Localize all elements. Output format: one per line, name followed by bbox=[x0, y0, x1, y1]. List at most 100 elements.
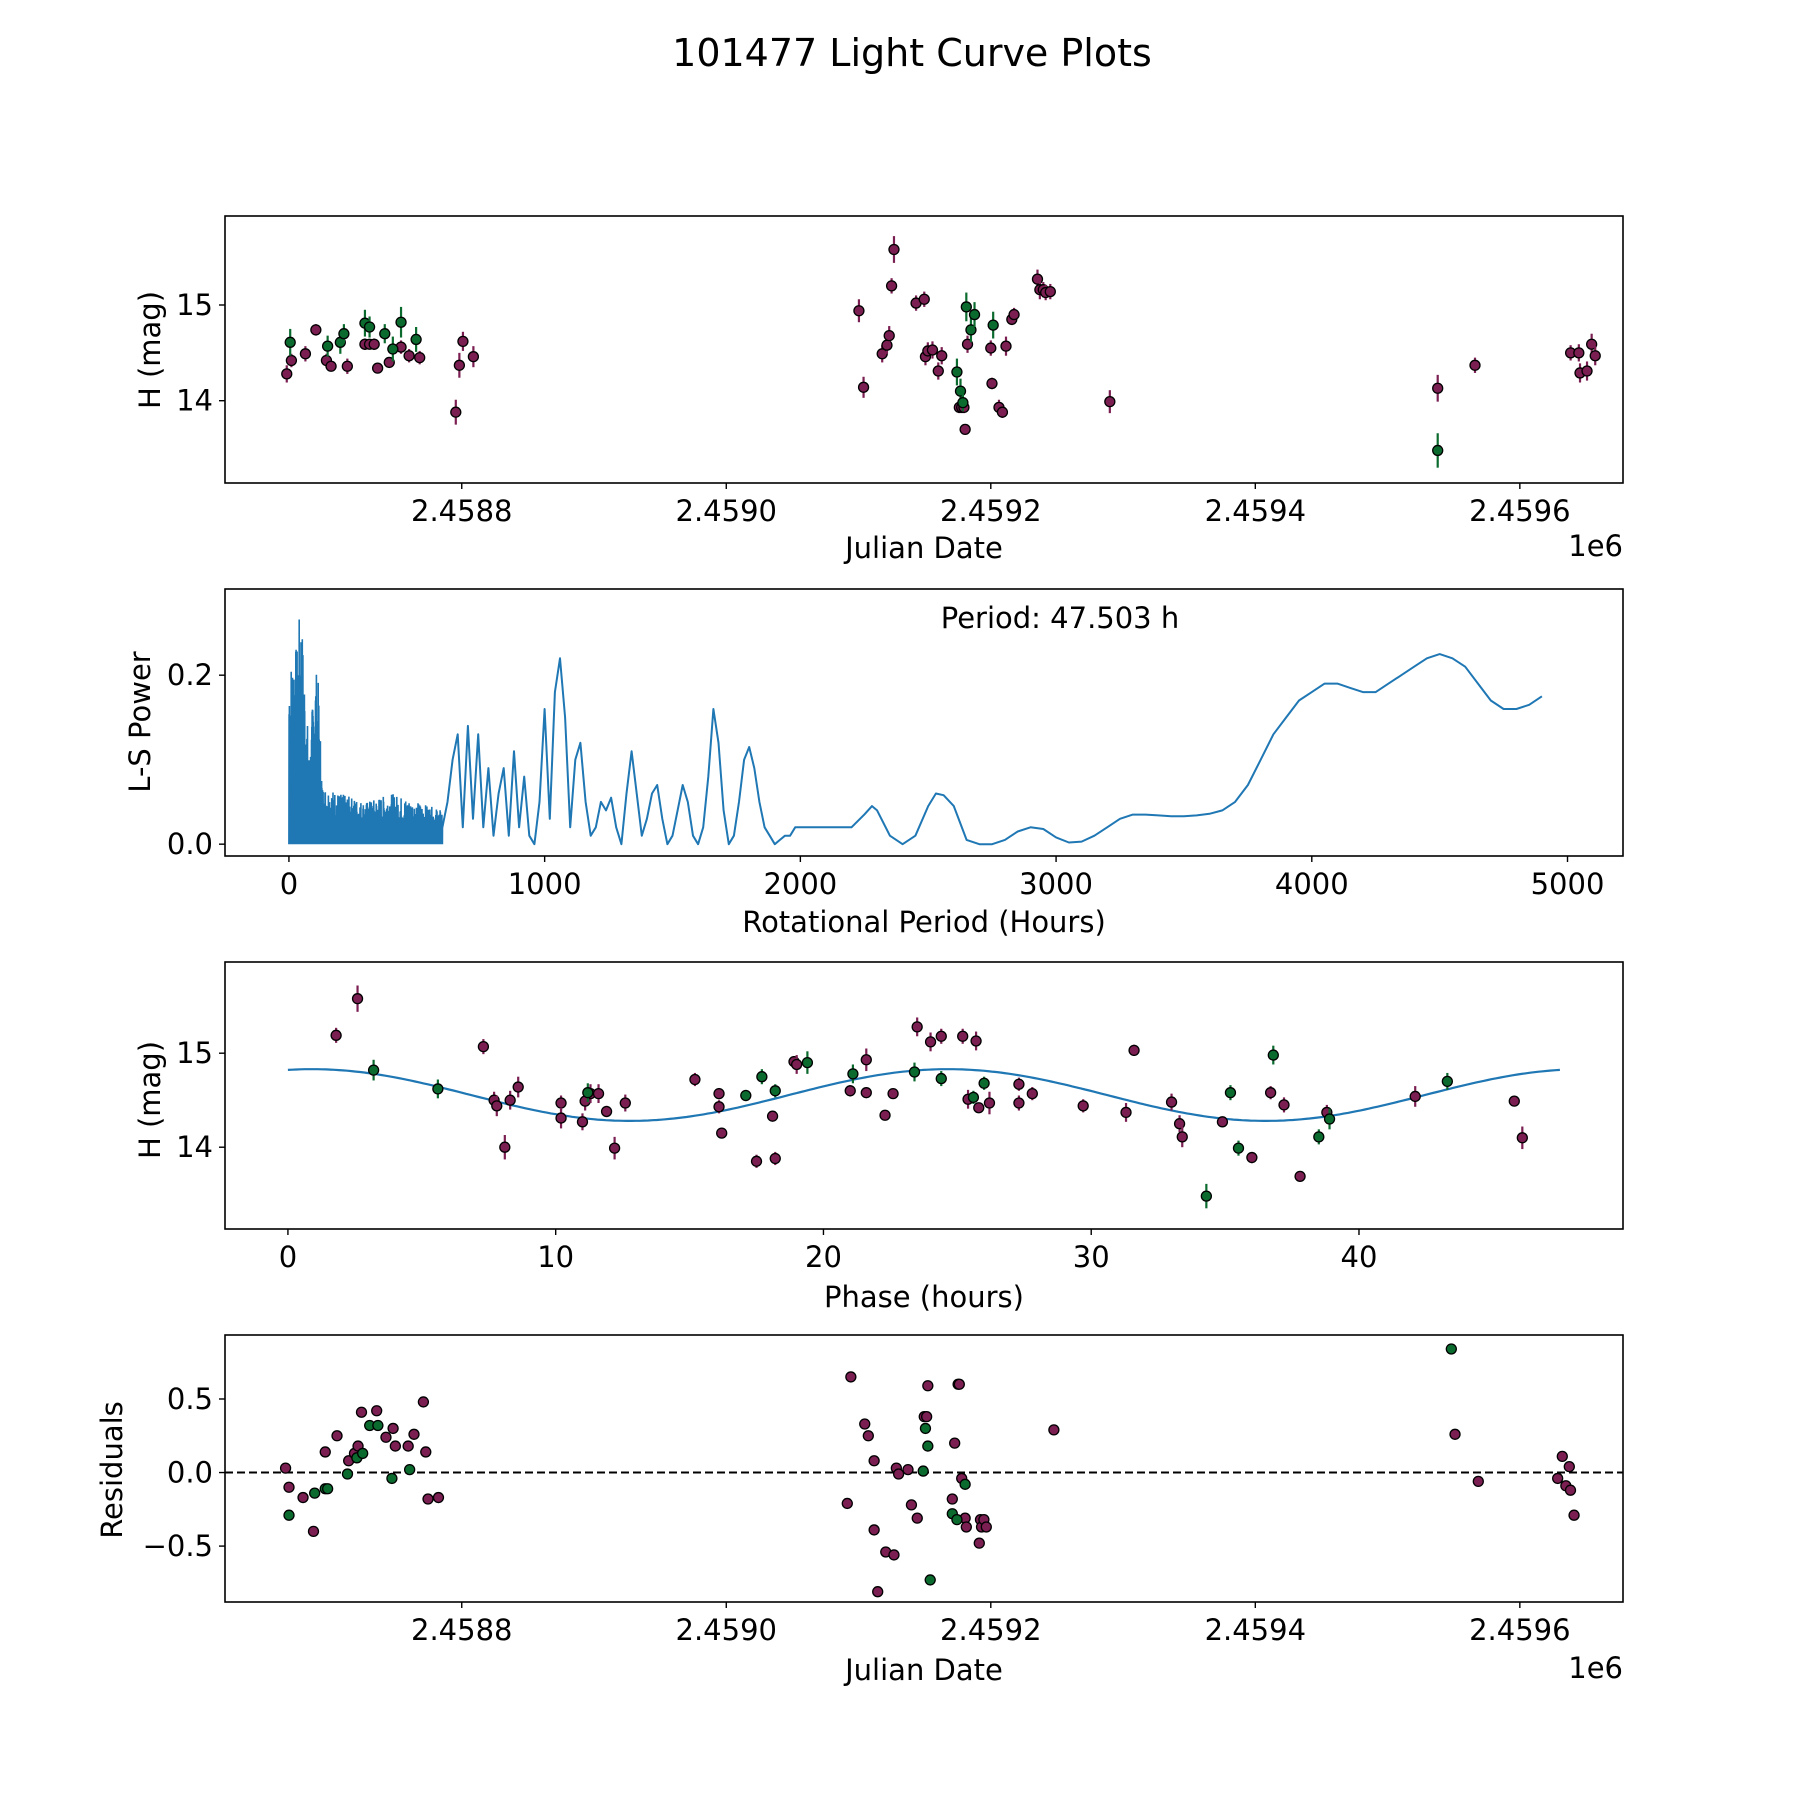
data-point bbox=[1008, 308, 1020, 321]
data-point bbox=[1449, 1428, 1461, 1440]
data-point bbox=[363, 321, 376, 333]
data-point bbox=[1568, 1509, 1580, 1521]
y-tick-label: 14 bbox=[176, 1130, 213, 1164]
data-point bbox=[740, 1089, 752, 1102]
data-point bbox=[985, 342, 997, 354]
data-point bbox=[917, 1465, 929, 1477]
data-point bbox=[619, 1097, 631, 1109]
data-point bbox=[1441, 1075, 1453, 1088]
data-point bbox=[341, 1468, 354, 1480]
data-point bbox=[1516, 1132, 1528, 1144]
data-point bbox=[980, 1521, 992, 1533]
data-point bbox=[1278, 1099, 1290, 1111]
data-point bbox=[372, 1419, 384, 1432]
period-annotation: Period: 47.503 h bbox=[941, 601, 1180, 635]
data-point bbox=[477, 1040, 490, 1053]
data-point bbox=[467, 351, 480, 363]
data-point bbox=[957, 396, 969, 409]
data-point bbox=[1077, 1100, 1089, 1112]
data-point bbox=[756, 1071, 768, 1083]
data-point bbox=[885, 280, 898, 292]
data-point bbox=[1026, 1087, 1038, 1100]
data-point bbox=[355, 1406, 368, 1418]
data-point bbox=[1044, 285, 1056, 298]
data-point bbox=[791, 1058, 803, 1071]
data-point bbox=[713, 1101, 725, 1113]
data-point bbox=[330, 1029, 342, 1041]
data-point bbox=[410, 333, 422, 346]
data-point bbox=[716, 1127, 728, 1139]
data-point bbox=[414, 351, 426, 364]
data-point bbox=[936, 350, 948, 362]
data-point bbox=[978, 1077, 990, 1089]
plot-area bbox=[281, 236, 1601, 468]
data-point bbox=[879, 1109, 891, 1121]
data-point bbox=[959, 423, 971, 436]
x-axis-label: Rotational Period (Hours) bbox=[742, 905, 1106, 939]
data-point bbox=[987, 319, 999, 331]
x-axis-label: Julian Date bbox=[843, 1653, 1003, 1687]
data-point bbox=[954, 385, 967, 397]
axes-frame bbox=[224, 961, 1624, 1230]
data-point bbox=[911, 1021, 923, 1033]
y-tick-label: 0.0 bbox=[167, 827, 213, 861]
data-point bbox=[960, 301, 972, 313]
x-tick-label: 4000 bbox=[1275, 867, 1349, 901]
model-fit-curve bbox=[287, 1068, 1560, 1122]
data-point bbox=[973, 1537, 985, 1549]
data-point bbox=[853, 305, 865, 317]
x-tick-label: 2.4596 bbox=[1469, 494, 1570, 528]
data-point bbox=[883, 329, 895, 342]
x-tick-label: 10 bbox=[537, 1240, 574, 1274]
data-point bbox=[555, 1112, 567, 1124]
data-point bbox=[888, 243, 900, 256]
data-point bbox=[1013, 1097, 1025, 1109]
data-point bbox=[576, 1116, 589, 1128]
data-point bbox=[888, 1549, 900, 1561]
y-tick-label: 0.5 bbox=[167, 1382, 213, 1416]
data-point bbox=[450, 406, 462, 418]
data-point bbox=[600, 1105, 613, 1118]
data-point bbox=[951, 1513, 963, 1526]
data-point bbox=[357, 1447, 369, 1460]
data-point bbox=[924, 1036, 937, 1048]
data-point bbox=[281, 368, 293, 380]
data-point bbox=[592, 1087, 605, 1100]
panel-residuals: 2.4588 2.4590 2.4592 2.4594 2.4596 −0.5 0.0 0.… bbox=[95, 1334, 1624, 1687]
y-ticks: 14 15 bbox=[176, 1036, 225, 1164]
series-band-a bbox=[281, 236, 1601, 436]
data-point bbox=[367, 1064, 380, 1076]
data-point bbox=[1000, 340, 1012, 352]
x-axis-label: Julian Date bbox=[843, 531, 1003, 565]
data-point bbox=[422, 1493, 434, 1505]
data-point bbox=[1472, 1475, 1484, 1488]
data-layer bbox=[288, 619, 1543, 846]
x-tick-label: 0 bbox=[279, 1240, 297, 1274]
axes-frame bbox=[224, 215, 1624, 484]
data-point bbox=[331, 1430, 343, 1442]
y-tick-label: 15 bbox=[176, 288, 213, 322]
data-point bbox=[432, 1491, 445, 1504]
data-point bbox=[983, 1097, 996, 1109]
y-tick-label: 15 bbox=[176, 1036, 213, 1070]
data-point bbox=[380, 1431, 392, 1443]
data-point bbox=[351, 993, 364, 1005]
data-point bbox=[1200, 1190, 1213, 1202]
series-band-b bbox=[283, 1343, 1457, 1586]
periodogram-dense-region bbox=[288, 619, 444, 845]
data-point bbox=[368, 338, 380, 350]
data-point bbox=[1313, 1131, 1325, 1143]
data-point bbox=[1173, 1118, 1186, 1130]
x-tick-label: 5000 bbox=[1531, 867, 1605, 901]
data-point bbox=[1556, 1450, 1568, 1463]
data-point bbox=[420, 1446, 432, 1458]
data-point bbox=[1232, 1142, 1245, 1154]
y-tick-label: −0.5 bbox=[143, 1529, 213, 1563]
data-point bbox=[1048, 1424, 1060, 1436]
y-axis-label: H (mag) bbox=[133, 1041, 167, 1159]
data-point bbox=[922, 1380, 934, 1392]
data-point bbox=[582, 1087, 594, 1099]
data-point bbox=[297, 1491, 309, 1504]
data-point bbox=[279, 1462, 292, 1474]
data-point bbox=[935, 1072, 947, 1085]
